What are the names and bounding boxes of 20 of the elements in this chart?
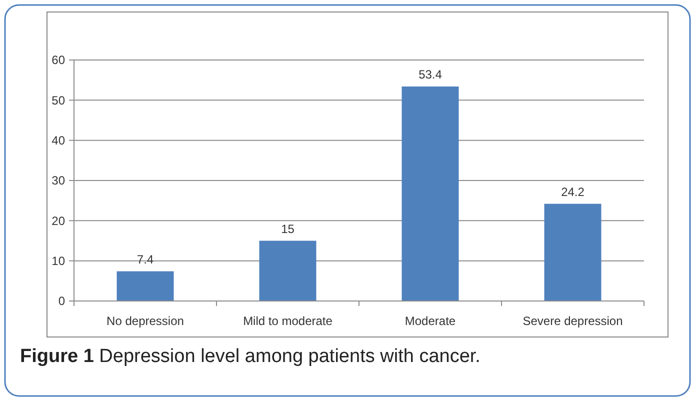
x-tick-label: Severe depression — [522, 314, 623, 328]
caption: Figure 1 — [20, 346, 94, 367]
y-tick-label: 60 — [52, 53, 66, 68]
y-tick-label: 40 — [52, 134, 66, 148]
y-tick-label: 30 — [52, 174, 66, 188]
y-tick-label: 50 — [52, 93, 66, 108]
bar — [116, 271, 174, 301]
y-tick-label: 0 — [58, 294, 66, 308]
text: Depression level among patients with cancer. — [94, 346, 480, 367]
y-tick-label: 20 — [52, 214, 66, 228]
data-label: 53.4 — [418, 68, 442, 82]
data-label: 24.2 — [561, 184, 585, 199]
bar — [402, 86, 459, 301]
y-tick-label: 10 — [52, 254, 66, 268]
x-tick-label: Moderate — [404, 314, 456, 328]
x-tick-label: No depression — [106, 314, 184, 328]
data-label: 15 — [281, 222, 295, 236]
bar — [259, 240, 316, 301]
bar — [544, 204, 602, 301]
x-tick-label: Mild to moderate — [243, 314, 333, 328]
